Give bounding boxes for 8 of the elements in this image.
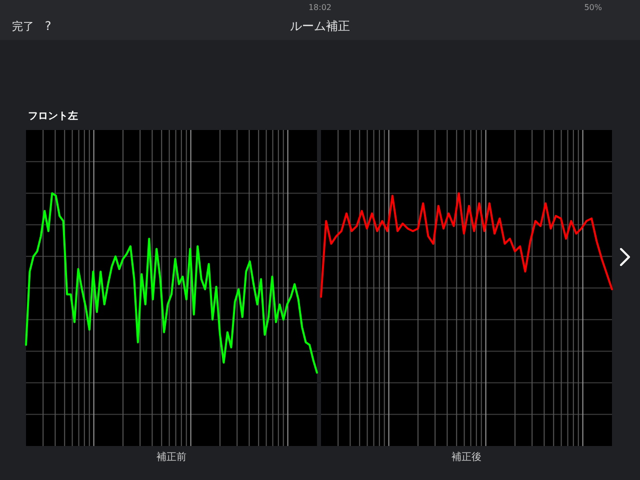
text: 18:02 bbox=[308, 3, 332, 12]
text: 50% bbox=[584, 3, 602, 12]
text: ルーム補正 bbox=[290, 19, 350, 33]
x-axis-title: 補正前 bbox=[156, 451, 186, 463]
text: 完了 bbox=[12, 20, 34, 33]
text: ? bbox=[44, 19, 52, 33]
chart-title: フロント左 bbox=[28, 110, 78, 122]
x-axis-title: 補正後 bbox=[452, 451, 482, 463]
